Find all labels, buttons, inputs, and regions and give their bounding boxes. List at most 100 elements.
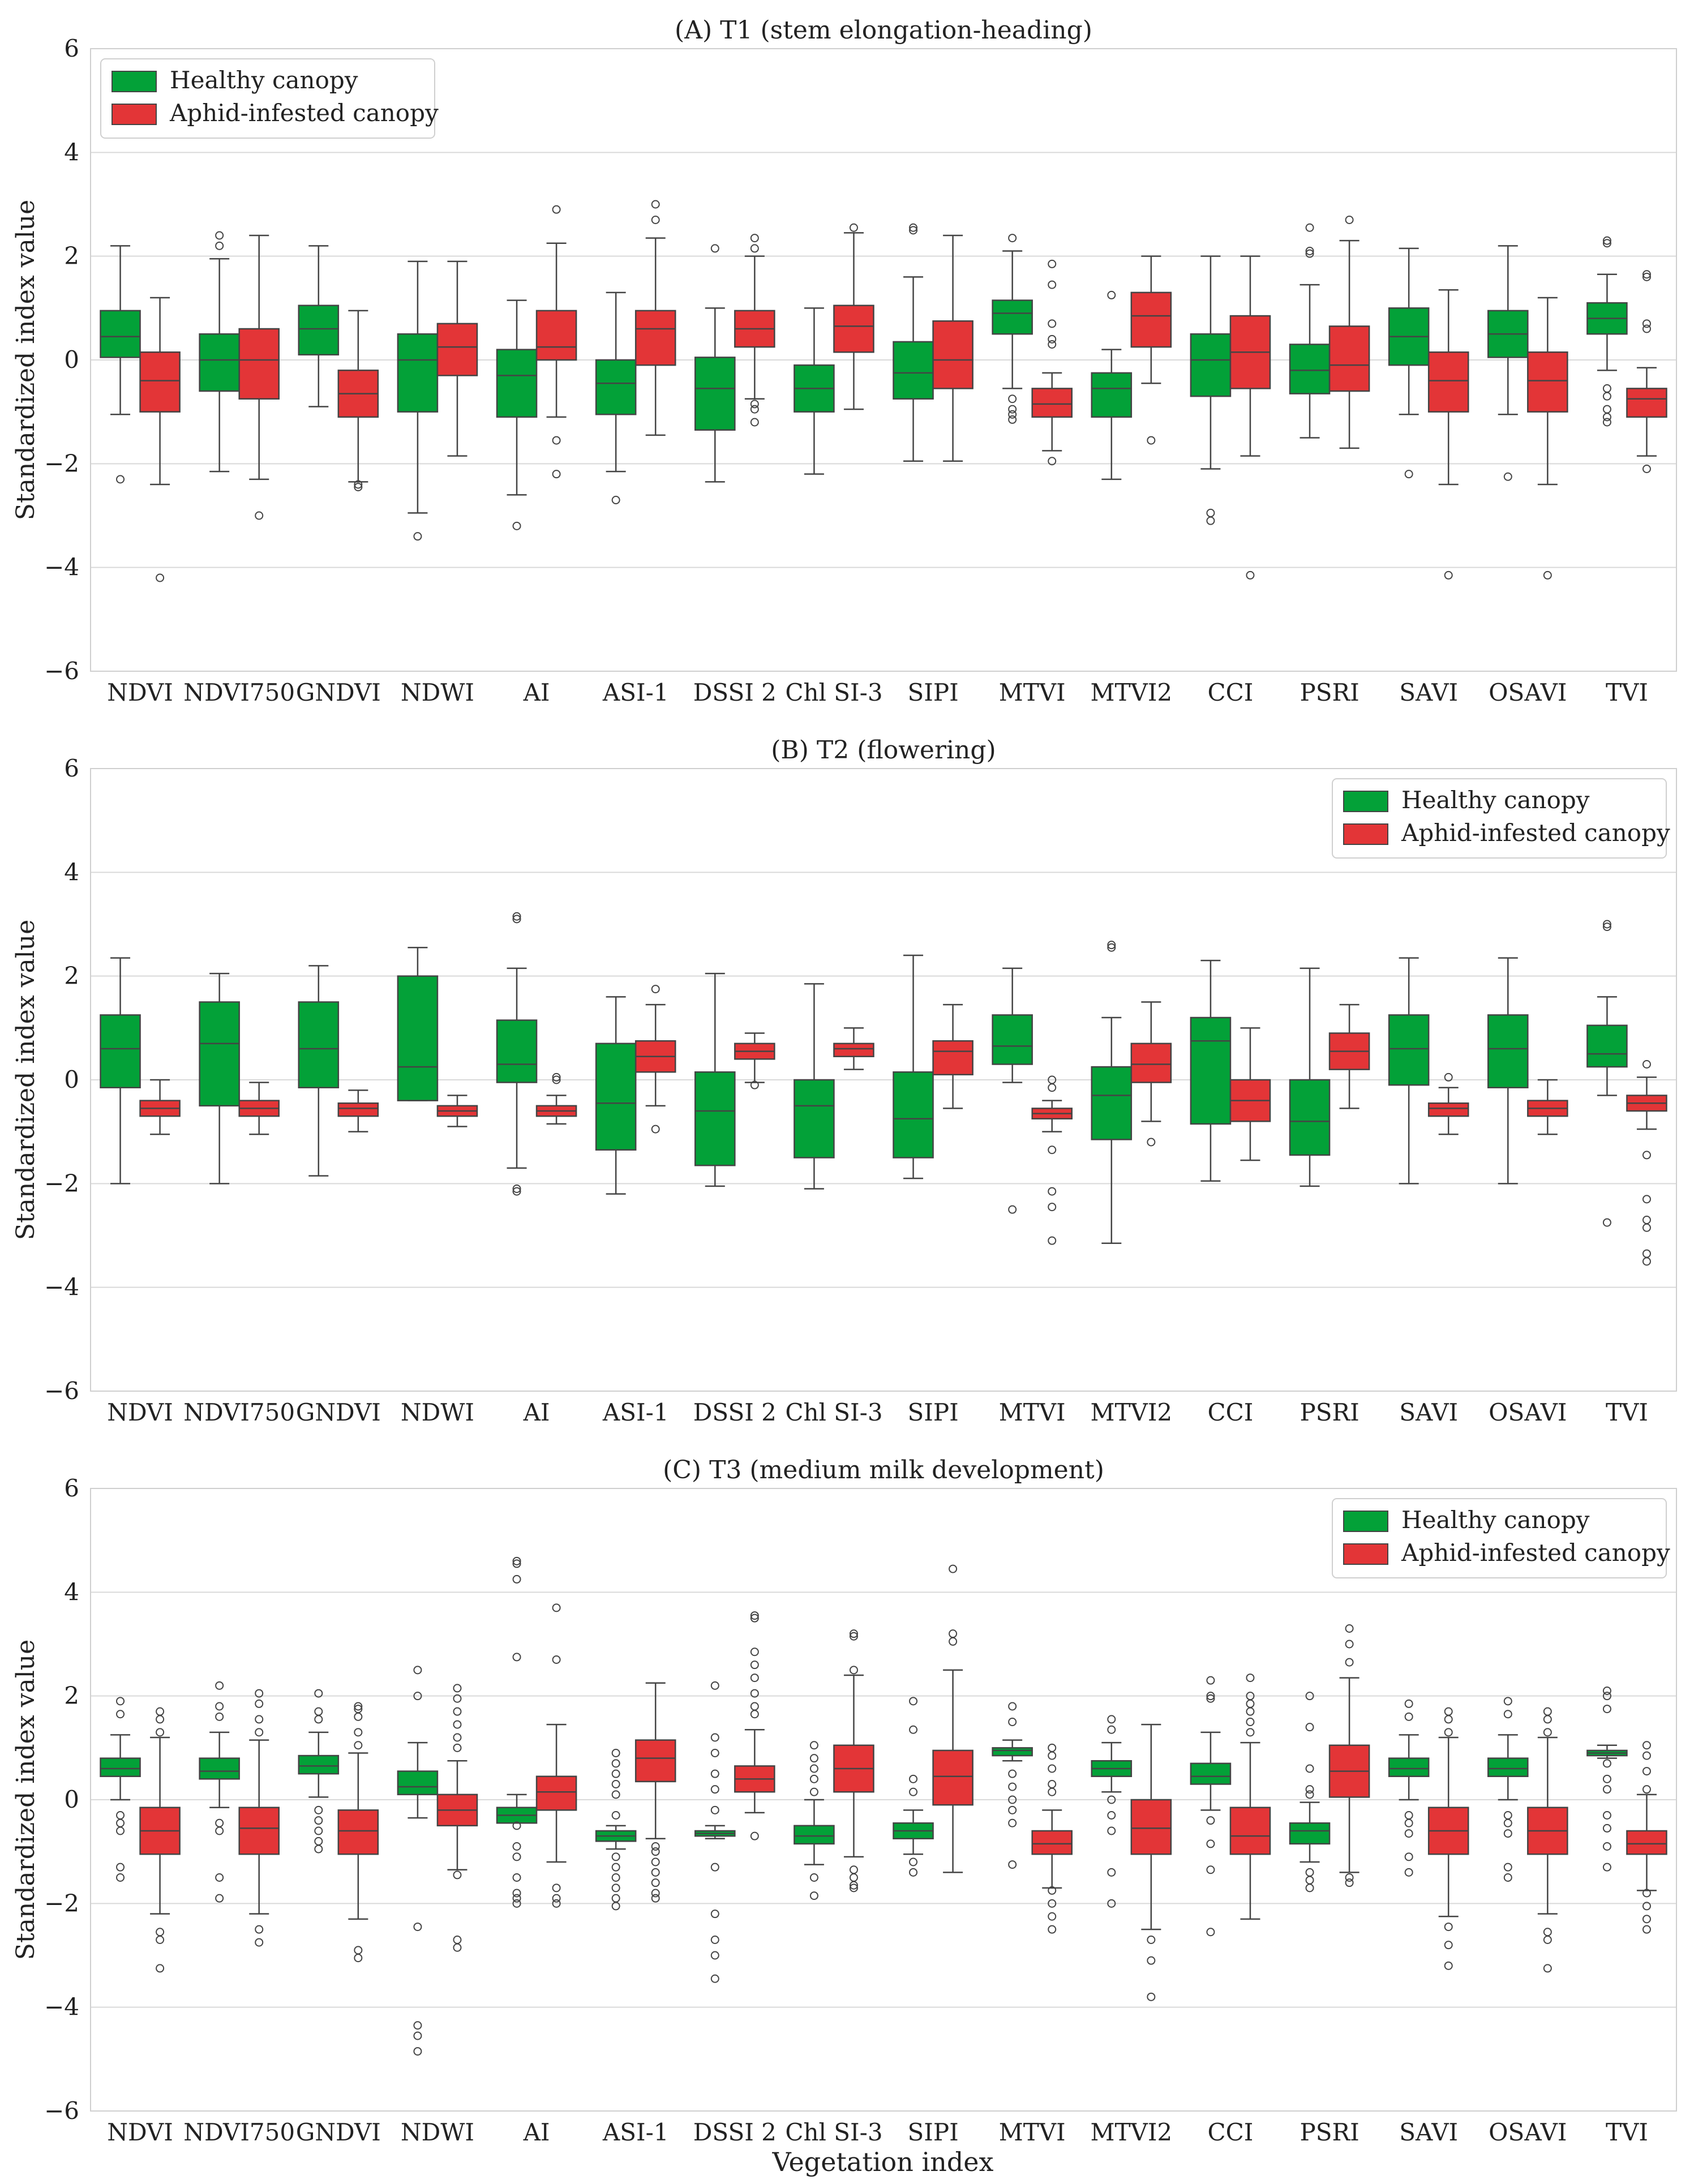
legend-frame	[1332, 778, 1667, 859]
box-aphid-8	[932, 1003, 973, 1109]
outlier-point	[1602, 1785, 1611, 1794]
outlier-point	[750, 1614, 759, 1623]
x-tick-label: ASI-1	[602, 1398, 669, 1426]
outlier-point	[512, 1556, 521, 1565]
y-tick-label: −4	[44, 1273, 79, 1301]
outlier-point	[1048, 280, 1057, 289]
outlier-point	[215, 231, 224, 240]
box-healthy-8	[893, 1697, 934, 1877]
outlier-point	[1404, 470, 1413, 479]
box-aphid-11	[1229, 255, 1271, 580]
outlier-point	[1642, 1902, 1651, 1911]
box-aphid-0	[139, 297, 181, 582]
outlier-point	[909, 1787, 918, 1796]
outlier-point	[512, 1185, 521, 1193]
y-tick-label: 0	[64, 1786, 79, 1813]
outlier-point	[710, 1805, 719, 1814]
outlier-point	[1642, 270, 1651, 279]
outlier-point	[116, 475, 125, 484]
outlier-point	[1008, 415, 1017, 424]
plot-frame	[90, 1488, 1677, 2112]
outlier-point	[1008, 1718, 1017, 1726]
legend-swatch	[1343, 791, 1388, 812]
outlier-point	[1602, 413, 1611, 422]
outlier-point	[750, 418, 759, 427]
outlier-point	[1602, 1687, 1611, 1695]
outlier-point	[1147, 1956, 1156, 1965]
box-iqr	[595, 359, 637, 415]
outlier-point	[552, 1075, 561, 1084]
outlier-point	[1048, 319, 1057, 328]
outlier-point	[453, 1694, 462, 1703]
outlier-point	[413, 1666, 422, 1675]
x-axis-label: Vegetation index	[772, 2147, 994, 2177]
box-healthy-10	[1091, 290, 1133, 480]
outlier-point	[1404, 1829, 1413, 1838]
outlier-point	[1404, 1712, 1413, 1721]
box-healthy-12	[1289, 1692, 1331, 1893]
outlier-point	[512, 1852, 521, 1861]
box-iqr	[298, 1754, 340, 1775]
outlier-point	[750, 405, 759, 414]
outlier-point	[1206, 1865, 1215, 1874]
box-aphid-10	[1130, 255, 1172, 445]
x-tick-label: NDWI	[401, 1398, 474, 1426]
outlier-point	[611, 1873, 620, 1882]
box-iqr	[238, 1807, 280, 1855]
legend: Healthy canopy Aphid-infested canopy	[1332, 1498, 1670, 1578]
box-iqr	[1388, 1014, 1430, 1086]
box-aphid-14	[1527, 1707, 1568, 1973]
outlier-point	[413, 2047, 422, 2056]
outlier-point	[1206, 1928, 1215, 1937]
box-iqr	[1487, 1757, 1529, 1778]
outlier-point	[1147, 436, 1156, 445]
outlier-point	[750, 1710, 759, 1719]
outlier-point	[1305, 1764, 1314, 1773]
outlier-point	[1444, 1923, 1453, 1932]
box-aphid-12	[1328, 216, 1370, 449]
outlier-point	[413, 1923, 422, 1932]
outlier-point	[710, 1910, 719, 1919]
box-healthy-11	[1190, 959, 1232, 1182]
outlier-point	[1206, 1694, 1215, 1703]
box-iqr	[1328, 325, 1370, 392]
outlier-point	[1602, 1842, 1611, 1851]
outlier-point	[453, 1707, 462, 1716]
box-iqr	[1031, 388, 1073, 418]
outlier-point	[1008, 1805, 1017, 1814]
box-iqr	[1190, 1762, 1232, 1785]
outlier-point	[1305, 1790, 1314, 1799]
box-aphid-6	[734, 234, 775, 427]
outlier-point	[1404, 1868, 1413, 1877]
outlier-point	[1147, 1936, 1156, 1944]
box-healthy-2	[298, 1689, 340, 1853]
outlier-point	[710, 1936, 719, 1944]
box-iqr	[1388, 1757, 1430, 1778]
outlier-point	[1602, 1705, 1611, 1714]
outlier-point	[1048, 1764, 1057, 1773]
box-iqr	[932, 1040, 973, 1076]
outlier-point	[1206, 1816, 1215, 1825]
outlier-point	[1642, 1767, 1651, 1776]
box-iqr	[199, 333, 240, 392]
outlier-point	[1543, 1964, 1552, 1973]
outlier-point	[1602, 1811, 1611, 1820]
outlier-point	[611, 1790, 620, 1799]
box-aphid-1	[238, 1082, 280, 1135]
outlier-point	[255, 1938, 264, 1947]
outlier-point	[710, 1785, 719, 1794]
outlier-point	[1642, 1751, 1651, 1760]
box-aphid-10	[1130, 1001, 1172, 1147]
x-tick-label: NDVI750	[183, 2118, 295, 2146]
box-aphid-2	[337, 310, 379, 492]
box-iqr	[139, 351, 181, 413]
outlier-point	[1345, 1658, 1354, 1667]
box-healthy-3	[397, 260, 439, 541]
outlier-point	[1048, 334, 1057, 344]
y-tick-label: −2	[44, 1169, 79, 1197]
x-tick-label: DSSI 2	[693, 679, 777, 706]
outlier-point	[552, 1899, 561, 1908]
outlier-point	[1107, 1715, 1116, 1724]
outlier-point	[1107, 1795, 1116, 1804]
outlier-point	[849, 1666, 858, 1675]
